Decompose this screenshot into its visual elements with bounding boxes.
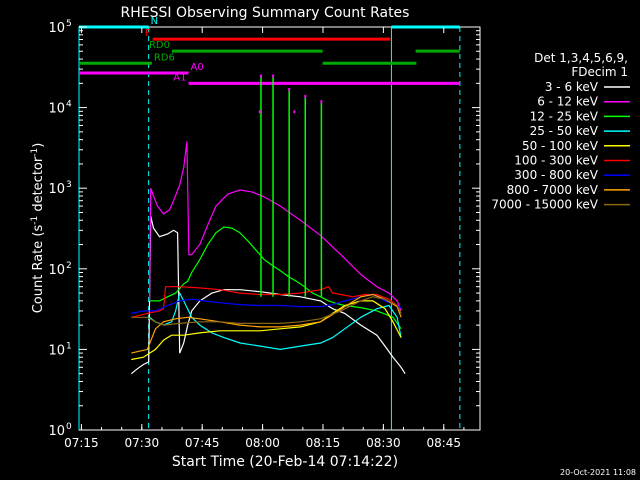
x-axis-label: Start Time (20-Feb-14 07:14:22) [172,454,398,470]
y-label-sup2: -1 [30,148,40,157]
legend-label-2: 12 - 25 keV [530,109,599,123]
x-tick-label-6: 08:45 [426,436,461,450]
legend-label-6: 300 - 800 keV [514,168,598,182]
legend-label-0: 3 - 6 keV [545,80,599,94]
spike-tip-0 [259,74,262,78]
state-label-f: F [145,28,151,39]
legend-label-3: 25 - 50 keV [530,124,599,138]
legend-label-1: 6 - 12 keV [537,95,599,109]
y-label-end: ) [31,143,46,148]
spike-tip-4 [320,100,323,104]
y-axis-label: Count Rate (s-1 detector-1) [30,143,46,314]
series-line-8 [131,296,402,326]
legend-label-8: 7000 - 15000 keV [491,198,598,212]
spike-tip-6 [293,110,296,114]
legend-label-4: 50 - 100 keV [522,139,599,153]
y-label-main: Count Rate (s [31,225,46,314]
series-group [130,141,406,375]
state-label-rd6: RD6 [154,52,175,63]
spike-tip-5 [258,110,261,114]
y-tick-label-5: 10 [48,21,65,36]
chart-title: RHESSI Observing Summary Count Rates [121,5,410,21]
x-axis: 07:15 07:30 07:45 08:00 08:15 08:30 08:45 [64,27,465,450]
state-label-a0: A0 [191,62,204,73]
legend-header-line-2: FDecim 1 [571,65,628,79]
series-line-4 [131,300,402,361]
y-tick-exp-1: 1 [66,341,72,351]
y-tick-exp-0: 0 [66,422,72,432]
legend-label-7: 800 - 7000 keV [507,183,599,197]
state-label-a1: A1 [173,72,186,83]
spike-tip-3 [304,94,307,98]
state-label-n: N [151,16,158,27]
y-tick-exp-4: 4 [66,100,72,110]
x-tick-label-0: 07:15 [64,436,99,450]
spikes-group [260,75,323,297]
x-tick-label-2: 07:45 [185,436,220,450]
y-tick-label-3: 10 [48,182,65,197]
state-label-rd0: RD0 [149,40,170,51]
y-label-tail: detector [31,156,46,216]
spike-tip-2 [288,88,291,92]
legend-header-line-1: Det 1,3,4,5,6,9, [534,51,628,65]
spike-tip-1 [272,74,275,78]
y-tick-label-0: 10 [48,424,65,439]
vertical-markers [78,27,461,430]
x-tick-label-3: 08:00 [245,436,280,450]
y-label-sup: -1 [30,216,40,225]
x-tick-label-1: 07:30 [125,436,160,450]
timestamp: 20-Oct-2021 11:08 [560,468,636,477]
series-line-1 [148,141,402,312]
x-tick-label-4: 08:15 [306,436,341,450]
y-tick-label-4: 10 [48,102,65,117]
x-tick-label-5: 08:30 [366,436,401,450]
y-tick-exp-5: 5 [66,19,72,29]
series-line-3 [149,291,402,351]
spike-tips-group [258,74,323,114]
legend-label-5: 100 - 300 keV [514,154,598,168]
y-tick-label-1: 10 [48,343,65,358]
y-tick-label-2: 10 [48,263,65,278]
y-tick-exp-3: 3 [66,180,72,190]
series-line-7 [131,293,402,354]
y-tick-exp-2: 2 [66,261,72,271]
